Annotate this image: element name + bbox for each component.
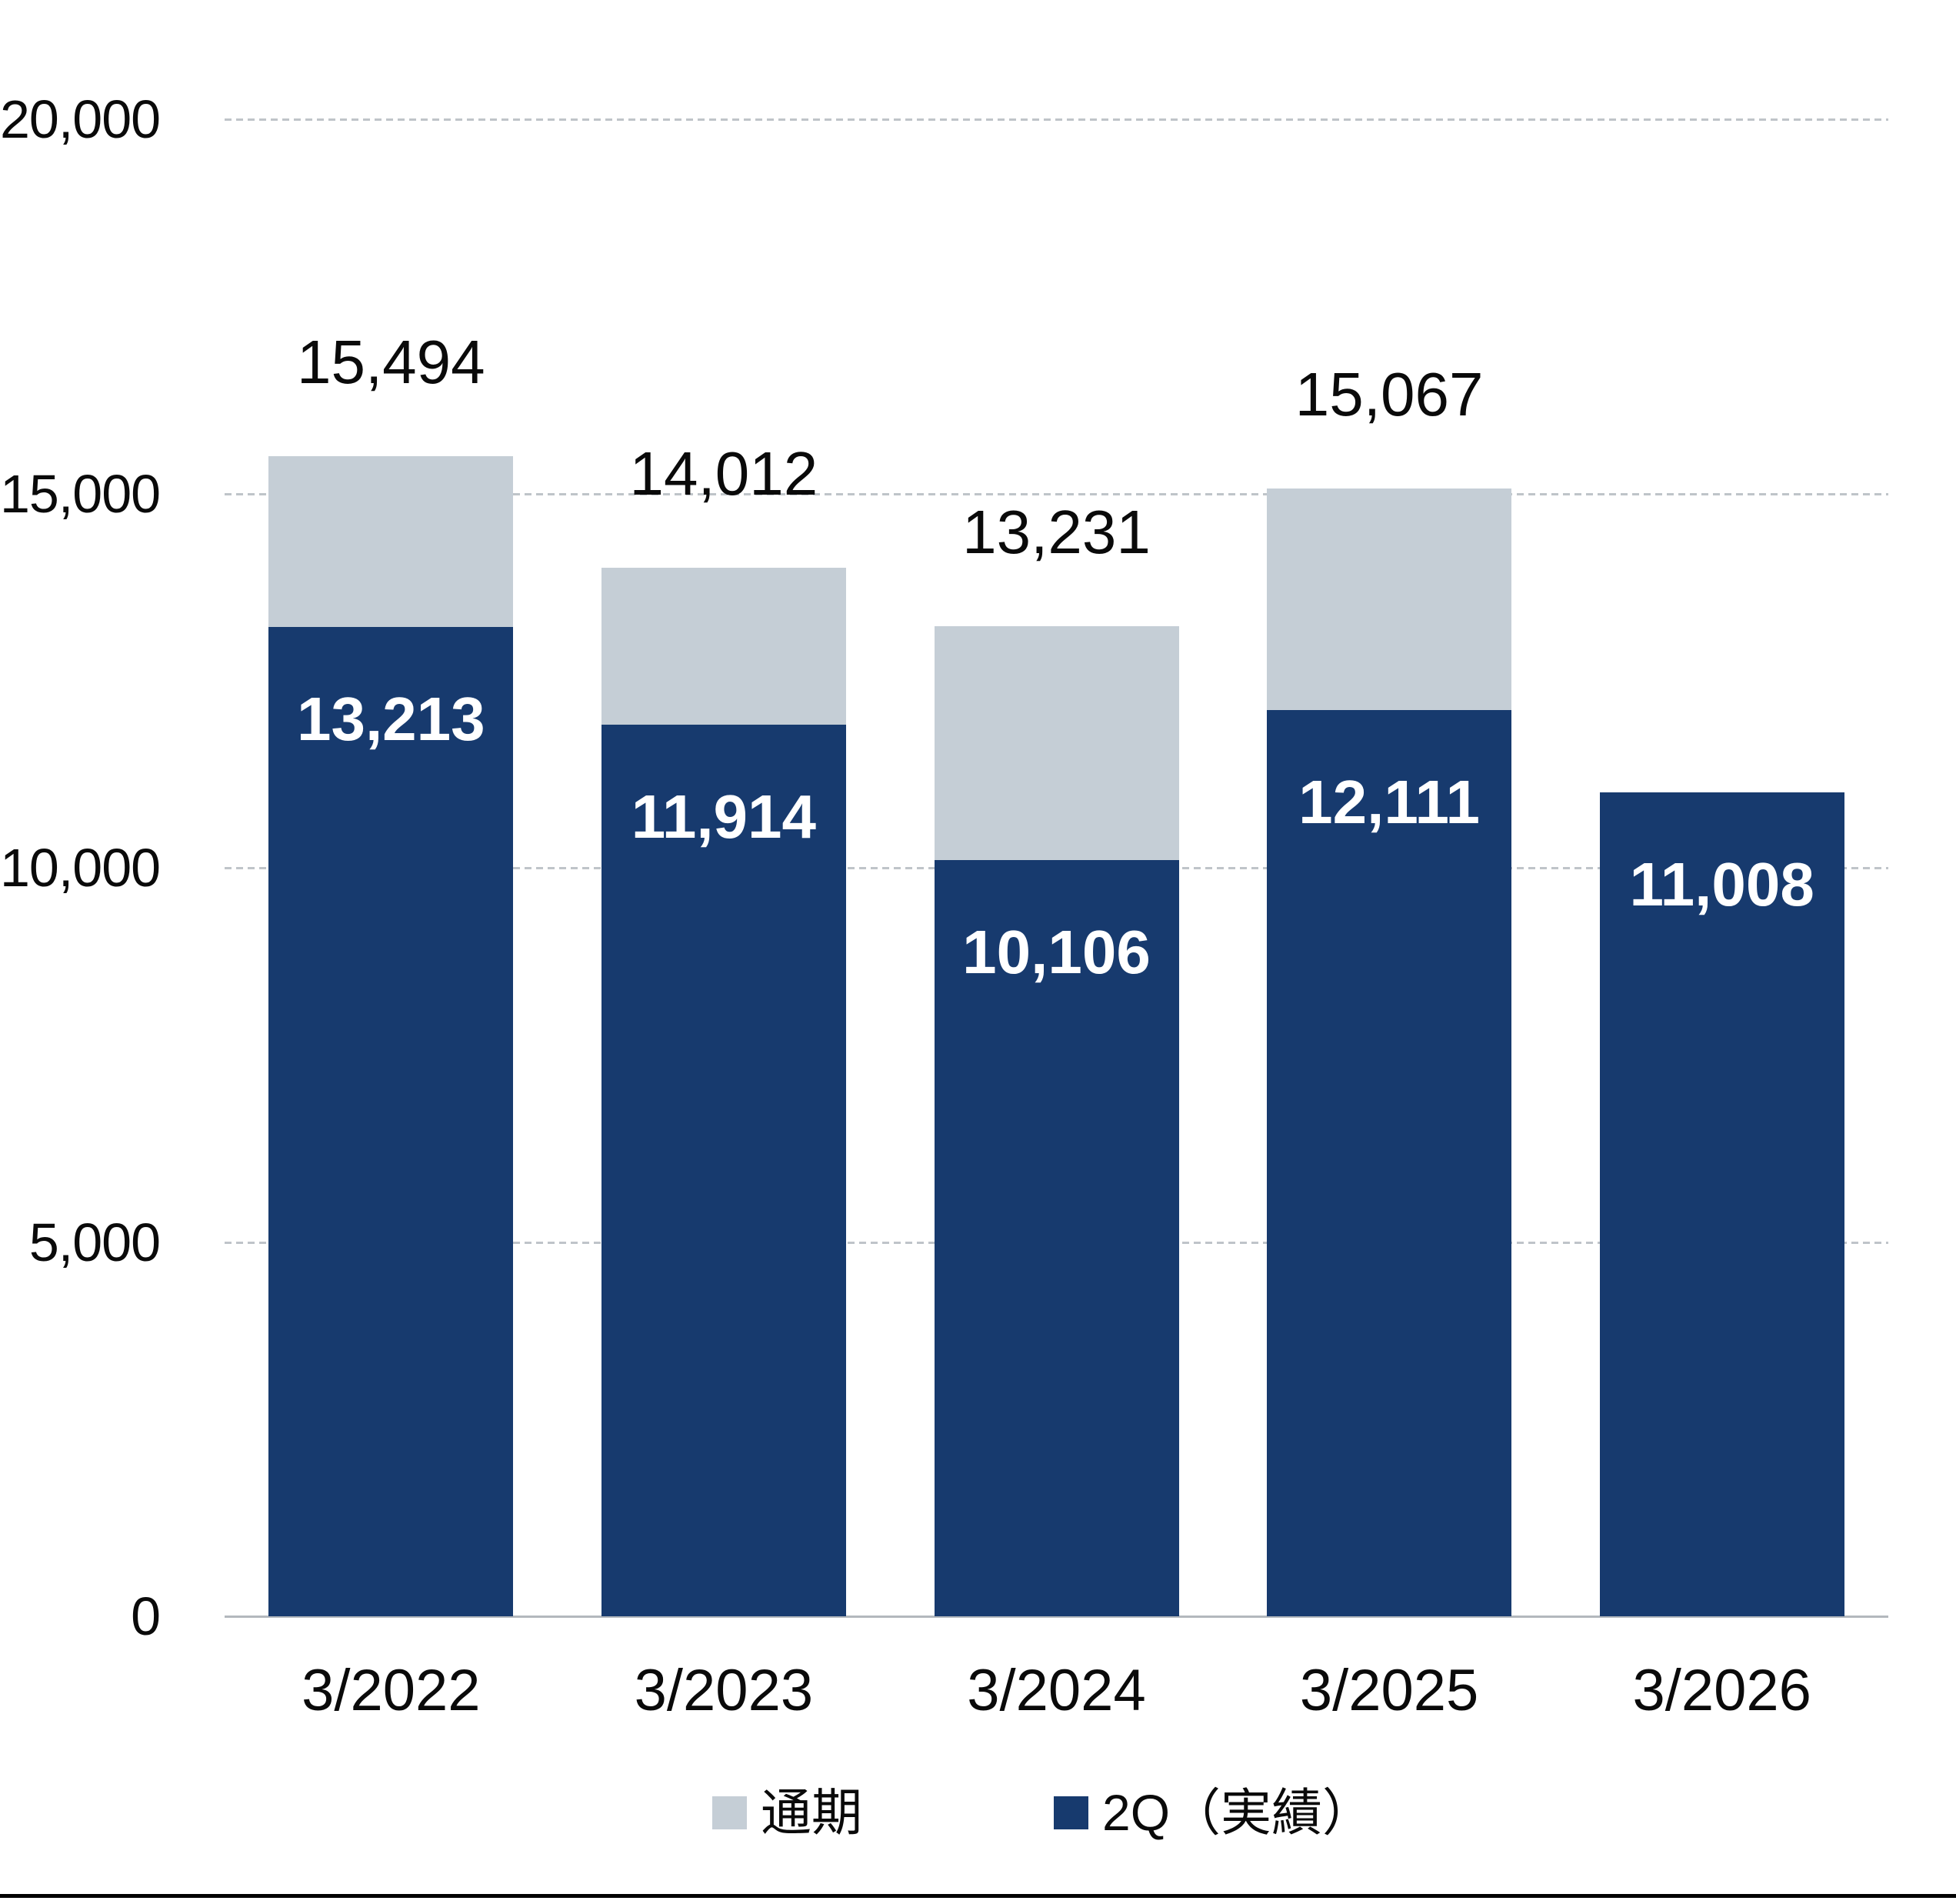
x-axis-label-3/2022: 3/2022 [302, 1658, 481, 1723]
x-axis-label-3/2024: 3/2024 [967, 1658, 1146, 1723]
x-axis-label-3/2025: 3/2025 [1299, 1658, 1479, 1723]
2q-value-label-3/2024: 10,106 [962, 917, 1151, 986]
x-axis-baseline [225, 1616, 1888, 1618]
legend-label-full-year: 通期 [761, 1784, 862, 1841]
legend: 通期 2Q（実績） [0, 1783, 1956, 1845]
y-gridline-20000 [225, 118, 1888, 121]
legend-item-full-year: 通期 [712, 1783, 862, 1842]
bar-2q-actual-3/2025 [1267, 709, 1512, 1616]
bar-2q-actual-3/2022 [268, 627, 514, 1616]
x-axis-label-3/2023: 3/2023 [634, 1658, 814, 1723]
2q-value-label-3/2023: 11,914 [631, 782, 817, 851]
total-value-label-3/2025: 15,067 [1295, 359, 1484, 428]
y-tick-label-15000: 15,000 [0, 463, 161, 524]
bar-2q-actual-3/2023 [601, 724, 846, 1616]
y-tick-label-0: 0 [131, 1586, 161, 1646]
2q-actual-swatch-icon [1054, 1796, 1088, 1829]
y-tick-label-5000: 5,000 [28, 1212, 161, 1272]
bottom-border-rule [0, 1894, 1956, 1898]
y-tick-label-10000: 10,000 [0, 838, 161, 898]
2q-value-label-3/2026: 11,008 [1629, 849, 1814, 919]
total-value-label-3/2024: 13,231 [962, 497, 1151, 566]
y-gridline-15000 [225, 492, 1888, 495]
total-value-label-3/2023: 14,012 [629, 438, 818, 508]
2q-value-label-3/2025: 12,111 [1298, 767, 1481, 836]
total-value-label-3/2022: 15,494 [296, 328, 485, 397]
legend-item-2q-actual: 2Q（実績） [1054, 1783, 1373, 1842]
2q-value-label-3/2022: 13,213 [296, 685, 485, 754]
full-year-swatch-icon [712, 1796, 747, 1829]
y-tick-label-20000: 20,000 [0, 89, 161, 149]
legend-label-2q-actual: 2Q（実績） [1102, 1784, 1374, 1841]
x-axis-label-3/2026: 3/2026 [1632, 1658, 1811, 1723]
bar-2q-actual-3/2024 [934, 859, 1179, 1616]
bar-2q-actual-3/2026 [1599, 792, 1844, 1616]
